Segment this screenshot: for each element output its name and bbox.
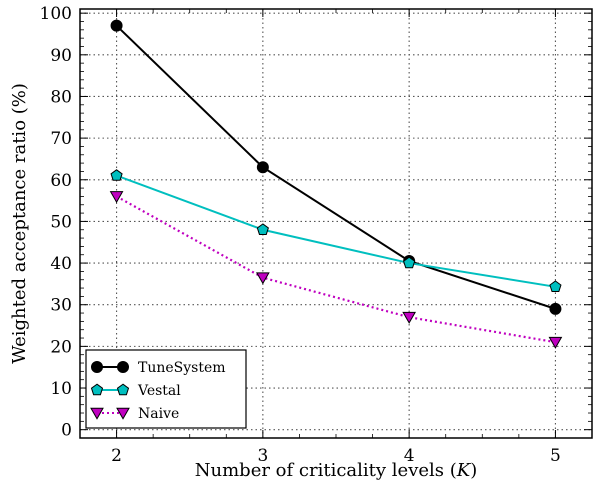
data-point-naive bbox=[255, 272, 270, 285]
data-point-vestal bbox=[110, 169, 123, 181]
y-tick-label: 70 bbox=[50, 129, 72, 149]
data-point-naive bbox=[402, 311, 417, 324]
y-tick-label: 100 bbox=[40, 4, 72, 24]
legend-label-tunesystem: TuneSystem bbox=[138, 360, 226, 376]
y-tick-label: 90 bbox=[50, 46, 72, 66]
series-line-tunesystem bbox=[115, 24, 556, 310]
legend-marker-naive bbox=[116, 407, 130, 420]
data-point-tunesystem bbox=[549, 302, 562, 315]
series-vestal bbox=[110, 169, 562, 292]
data-point-tunesystem bbox=[256, 161, 269, 174]
x-axis-label: Number of criticality levels (K) bbox=[195, 460, 477, 481]
x-axis-label-text: Number of criticality levels ( bbox=[195, 460, 457, 481]
data-point-tunesystem bbox=[110, 19, 123, 32]
x-axis-label-var: K bbox=[456, 460, 472, 481]
x-axis-label-close: ) bbox=[470, 460, 477, 481]
series-tunesystem bbox=[110, 19, 562, 315]
x-tick-label: 5 bbox=[550, 446, 561, 466]
y-tick-label: 60 bbox=[50, 171, 72, 191]
x-tick-label: 2 bbox=[111, 446, 122, 466]
data-point-vestal bbox=[549, 280, 562, 292]
legend-marker-naive bbox=[90, 407, 104, 420]
y-tick-label: 0 bbox=[61, 421, 72, 441]
data-point-naive bbox=[109, 191, 124, 204]
legend-marker-vestal bbox=[90, 383, 104, 396]
legend: TuneSystem Vestal Naive bbox=[85, 349, 247, 429]
x-tick-label: 3 bbox=[257, 446, 268, 466]
series-layer bbox=[109, 19, 563, 349]
legend-marker-tunesystem bbox=[117, 361, 129, 373]
y-tick-label: 30 bbox=[50, 296, 72, 316]
y-tick-label: 80 bbox=[50, 87, 72, 107]
y-tick-label: 50 bbox=[50, 212, 72, 232]
legend-label-naive: Naive bbox=[138, 406, 179, 422]
data-point-vestal bbox=[403, 256, 416, 269]
legend-marker-vestal bbox=[116, 383, 130, 396]
y-tick-label: 20 bbox=[50, 337, 72, 357]
data-point-naive bbox=[548, 336, 563, 349]
legend-marker-tunesystem bbox=[91, 361, 103, 373]
series-naive bbox=[109, 191, 563, 349]
legend-label-vestal: Vestal bbox=[137, 383, 181, 399]
y-tick-label: 40 bbox=[50, 254, 72, 274]
data-point-vestal bbox=[256, 223, 269, 235]
y-tick-label: 10 bbox=[50, 379, 72, 399]
series-line-naive bbox=[116, 195, 556, 344]
ticks bbox=[80, 9, 592, 438]
x-tick-label: 4 bbox=[404, 446, 415, 466]
y-axis-label: Weighted acceptance ratio (%) bbox=[9, 83, 30, 364]
series-line-vestal bbox=[116, 174, 556, 288]
